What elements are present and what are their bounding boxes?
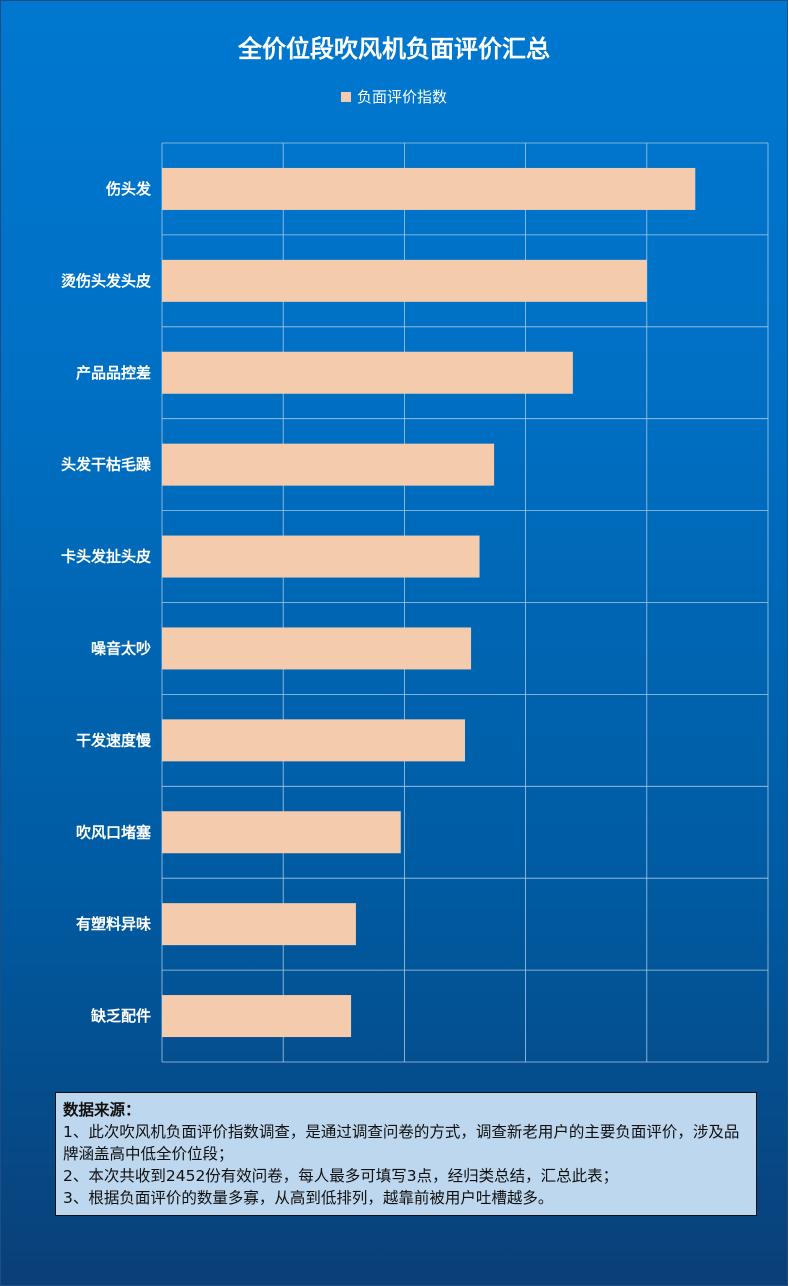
- chart-title: 全价位段吹风机负面评价汇总: [238, 35, 550, 63]
- legend-swatch: [340, 92, 351, 102]
- category-label: 吹风口堵塞: [76, 823, 152, 841]
- note-line-1: 1、此次吹风机负面评价指数调查，是通过调查问卷的方式，调查新老用户的主要负面评价…: [63, 1123, 740, 1163]
- category-label: 有塑料异味: [76, 915, 151, 933]
- bar: [162, 719, 465, 762]
- bar: [162, 627, 472, 670]
- note-line-2: 2、本次共收到2452份有效问卷，每人最多可填写3点，经归类总结，汇总此表；: [63, 1167, 619, 1185]
- category-label: 噪音太吵: [91, 639, 151, 657]
- bar: [162, 167, 696, 210]
- legend: 负面评价指数: [1, 86, 787, 107]
- category-label: 卡头发扯头皮: [61, 548, 151, 566]
- bar: [162, 903, 356, 946]
- category-label: 头发干枯毛躁: [61, 456, 151, 474]
- bar: [162, 995, 352, 1038]
- bar: [162, 443, 495, 486]
- category-label: 烫伤头发头皮: [61, 272, 151, 290]
- note-line-3: 3、根据负面评价的数量多寡，从高到低排列，越靠前被用户吐槽越多。: [63, 1189, 554, 1207]
- category-label: 缺乏配件: [90, 1007, 151, 1025]
- category-label: 干发速度慢: [76, 731, 152, 749]
- bar: [162, 351, 573, 394]
- legend-label: 负面评价指数: [356, 88, 447, 106]
- data-source-note: 数据来源： 1、此次吹风机负面评价指数调查，是通过调查问卷的方式，调查新老用户的…: [55, 1092, 757, 1216]
- category-label: 产品品控差: [76, 364, 151, 382]
- category-label: 伤头发: [105, 180, 152, 198]
- bar-chart: 伤头发烫伤头发头皮产品品控差头发干枯毛躁卡头发扯头皮噪音太吵干发速度慢吹风口堵塞…: [61, 142, 769, 1063]
- bar: [162, 259, 647, 302]
- note-heading: 数据来源：: [63, 1101, 141, 1119]
- bar: [162, 811, 401, 854]
- bar: [162, 535, 480, 578]
